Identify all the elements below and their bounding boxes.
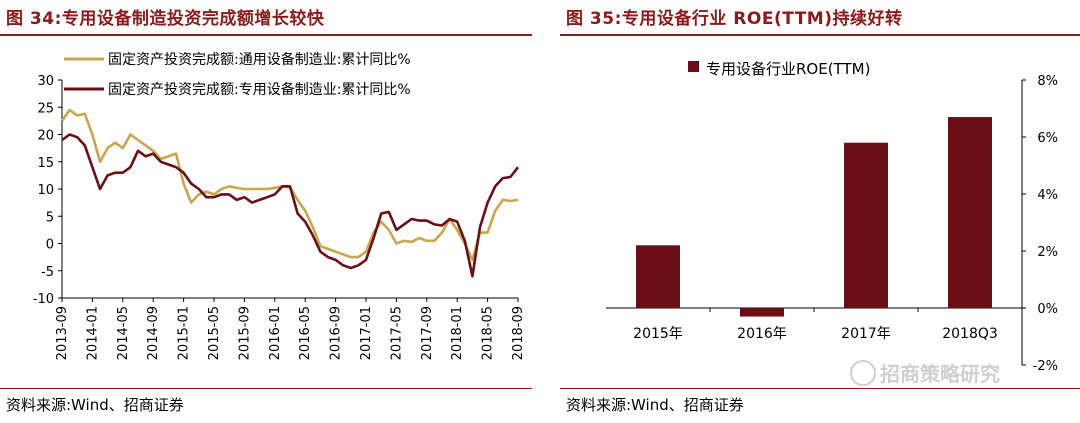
right-figure: 图 35:专用设备行业 ROE(TTM)持续好转 -2% 0% 2% 4% 6% 8% 20…: [560, 0, 1080, 423]
left-source: 资料来源:Wind、招商证券: [6, 396, 184, 414]
y-tick-label: 25: [37, 101, 54, 116]
series-line-2: [61, 133, 520, 278]
x-tick-label: 2015-05: [207, 306, 222, 360]
x-tick-label: 2014-09: [146, 306, 161, 360]
bar-legend-swatch: [688, 61, 699, 72]
left-title-rule: [0, 34, 532, 36]
bar-category-label: 2017年: [841, 326, 891, 342]
bar-y-tick-label: 6%: [1037, 131, 1058, 146]
bar-1: [636, 245, 680, 308]
bar-category-label: 2016年: [737, 326, 787, 342]
bar-category-label: 2018Q3: [942, 326, 998, 342]
right-bottom-rule: [560, 388, 1080, 389]
y-tick-label: 15: [37, 156, 54, 171]
right-source: 资料来源:Wind、招商证券: [566, 396, 744, 414]
x-tick-label: 2017-01: [359, 306, 374, 360]
bar-y-tick-label: 2%: [1037, 245, 1058, 260]
x-tick-label: 2016-09: [329, 306, 344, 360]
bar-2: [740, 308, 784, 317]
x-tick-label: 2014-05: [116, 306, 131, 360]
bar-4: [948, 117, 992, 308]
left-bottom-rule: [0, 388, 532, 389]
x-tick-label: 2017-09: [420, 306, 435, 360]
bar-3: [844, 142, 888, 308]
x-tick-label: 2018-05: [481, 306, 496, 360]
bar-y-tick-label: 0%: [1037, 302, 1058, 317]
x-tick-label: 2014-01: [85, 306, 100, 360]
x-tick-label: 2016-01: [268, 306, 283, 360]
bar-legend-label: 专用设备行业ROE(TTM): [706, 60, 870, 78]
bar-y-tick-label: -2%: [1033, 359, 1058, 374]
bar-y-tick-label: 4%: [1037, 188, 1058, 203]
x-tick-label: 2018-09: [511, 306, 526, 360]
legend-label-2: 固定资产投资完成额:专用设备制造业:累计同比%: [108, 81, 411, 98]
y-tick-label: 20: [37, 129, 54, 144]
right-figure-title: 图 35:专用设备行业 ROE(TTM)持续好转: [566, 9, 903, 29]
bar-category-label: 2015年: [633, 326, 683, 342]
series-line-1: [60, 108, 519, 262]
y-tick-label: -10: [33, 292, 54, 307]
x-tick-label: 2015-01: [177, 306, 192, 360]
watermark: 招商策略研究: [880, 362, 1000, 386]
y-tick-label: 0: [46, 238, 54, 253]
line-chart: -10 -5 0 5 10 15 20 25 30 2013-09 2014-01 2014-05 20…: [33, 51, 526, 360]
x-tick-label: 2018-01: [450, 306, 465, 360]
y-tick-label: 10: [37, 183, 54, 198]
left-figure: 图 34:专用设备制造投资完成额增长较快 -10 -5 0 5 10 15 20 25 30 20…: [0, 0, 532, 423]
legend-label-1: 固定资产投资完成额:通用设备制造业:累计同比%: [108, 51, 411, 68]
x-tick-label: 2016-05: [298, 306, 313, 360]
y-tick-label: -5: [41, 265, 54, 280]
bar-y-tick-label: 8%: [1037, 74, 1058, 89]
x-tick-label: 2013-09: [55, 306, 70, 360]
right-title-rule: [560, 34, 1080, 36]
wechat-icon: [850, 360, 876, 386]
x-tick-label: 2017-05: [389, 306, 404, 360]
y-tick-label: 30: [37, 74, 54, 89]
x-tick-label: 2015-09: [237, 306, 252, 360]
left-figure-title: 图 34:专用设备制造投资完成额增长较快: [6, 9, 325, 29]
y-tick-label: 5: [46, 210, 54, 225]
bar-chart: -2% 0% 2% 4% 6% 8% 2015年 2016年 2017年 2018Q3 专用设备行业…: [606, 60, 1058, 374]
